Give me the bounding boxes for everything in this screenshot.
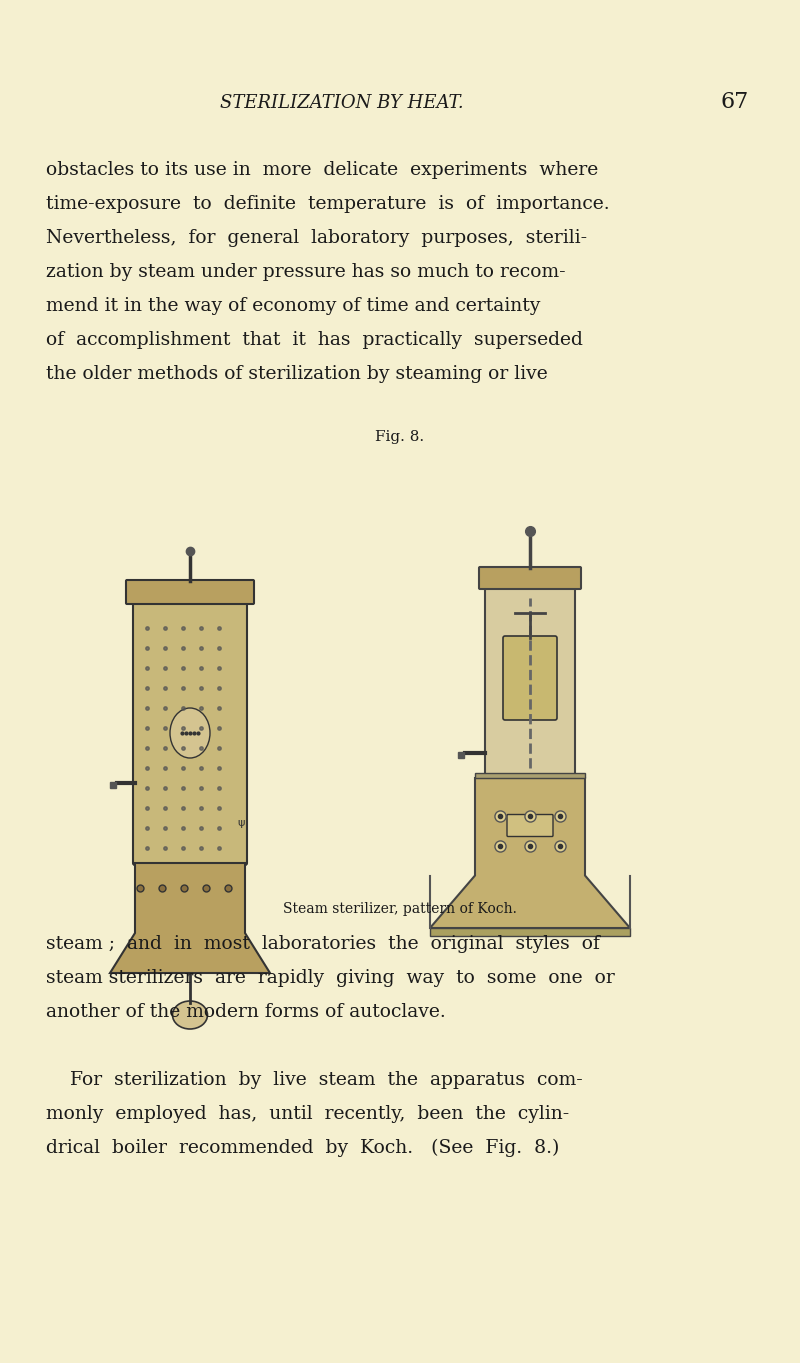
Text: Nevertheless,  for  general  laboratory  purposes,  sterili-: Nevertheless, for general laboratory pur… bbox=[46, 229, 587, 247]
Text: 67: 67 bbox=[720, 91, 748, 113]
FancyBboxPatch shape bbox=[126, 581, 254, 604]
FancyBboxPatch shape bbox=[503, 637, 557, 720]
FancyBboxPatch shape bbox=[133, 601, 247, 866]
Text: mend it in the way of economy of time and certainty: mend it in the way of economy of time an… bbox=[46, 297, 540, 315]
Text: Steam sterilizer, pattern of Koch.: Steam sterilizer, pattern of Koch. bbox=[283, 902, 517, 916]
Text: STERILIZATION BY HEAT.: STERILIZATION BY HEAT. bbox=[220, 94, 464, 112]
Text: Fig. 8.: Fig. 8. bbox=[375, 429, 425, 444]
Polygon shape bbox=[110, 863, 270, 973]
Text: another of the modern forms of autoclave.: another of the modern forms of autoclave… bbox=[46, 1003, 446, 1021]
Text: drical  boiler  recommended  by  Koch.   (See  Fig.  8.): drical boiler recommended by Koch. (See … bbox=[46, 1138, 559, 1157]
Text: monly  employed  has,  until  recently,  been  the  cylin-: monly employed has, until recently, been… bbox=[46, 1105, 570, 1123]
FancyBboxPatch shape bbox=[479, 567, 581, 589]
Ellipse shape bbox=[173, 1000, 207, 1029]
Text: zation by steam under pressure has so much to recom-: zation by steam under pressure has so mu… bbox=[46, 263, 566, 281]
Text: of  accomplishment  that  it  has  practically  superseded: of accomplishment that it has practicall… bbox=[46, 331, 583, 349]
Polygon shape bbox=[475, 773, 585, 778]
Ellipse shape bbox=[170, 707, 210, 758]
Polygon shape bbox=[430, 928, 630, 936]
Text: ψ: ψ bbox=[237, 818, 244, 827]
Text: steam sterilizers  are  rapidly  giving  way  to  some  one  or: steam sterilizers are rapidly giving way… bbox=[46, 969, 614, 987]
FancyBboxPatch shape bbox=[485, 587, 575, 778]
Text: For  sterilization  by  live  steam  the  apparatus  com-: For sterilization by live steam the appa… bbox=[46, 1071, 582, 1089]
Text: time-exposure  to  definite  temperature  is  of  importance.: time-exposure to definite temperature is… bbox=[46, 195, 610, 213]
Text: obstacles to its use in  more  delicate  experiments  where: obstacles to its use in more delicate ex… bbox=[46, 161, 598, 179]
FancyBboxPatch shape bbox=[38, 463, 762, 893]
FancyBboxPatch shape bbox=[507, 815, 553, 837]
Polygon shape bbox=[430, 778, 630, 928]
Text: the older methods of sterilization by steaming or live: the older methods of sterilization by st… bbox=[46, 365, 548, 383]
Text: steam ;  and  in  most  laboratories  the  original  styles  of: steam ; and in most laboratories the ori… bbox=[46, 935, 600, 953]
